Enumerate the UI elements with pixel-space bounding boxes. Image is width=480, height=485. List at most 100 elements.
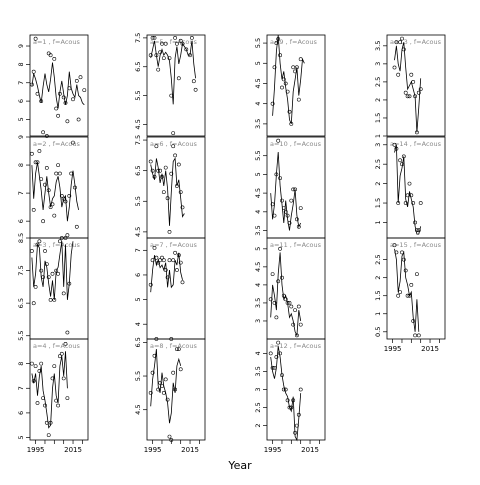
- data-point: [29, 82, 34, 87]
- data-point: [46, 51, 51, 56]
- data-point: [281, 77, 286, 82]
- data-point: [291, 322, 296, 327]
- y-tick-label: 2: [374, 276, 382, 280]
- data-point: [189, 36, 194, 40]
- data-point: [291, 187, 296, 192]
- data-point: [396, 201, 401, 205]
- data-point: [276, 340, 281, 345]
- x-tick-label: 1995: [27, 446, 45, 454]
- data-point: [272, 365, 277, 370]
- data-point: [409, 282, 414, 287]
- data-point: [52, 364, 57, 369]
- data-point: [287, 109, 292, 114]
- data-point: [398, 40, 403, 45]
- data-point: [287, 221, 292, 225]
- y-tick-label: 6.5: [134, 62, 142, 72]
- data-point: [50, 376, 55, 381]
- panel-frame: [266, 34, 326, 137]
- data-point: [31, 207, 36, 212]
- data-point: [35, 401, 40, 405]
- data-point: [270, 101, 275, 106]
- data-point: [293, 308, 298, 313]
- y-tick-label: 9: [17, 44, 25, 48]
- data-point: [401, 154, 406, 159]
- y-tick-label: 1.5: [374, 291, 382, 301]
- data-point: [58, 354, 62, 359]
- data-point: [165, 275, 170, 280]
- data-point: [407, 94, 412, 99]
- y-tick-label: 1.5: [374, 113, 382, 123]
- panel-frame: [29, 34, 89, 137]
- data-point: [150, 168, 155, 173]
- data-point: [416, 333, 421, 338]
- data-point: [289, 405, 294, 410]
- data-point: [180, 205, 185, 210]
- data-point: [54, 268, 59, 273]
- panel-label: a=4 , f=Acous: [33, 342, 81, 350]
- data-point: [278, 176, 283, 181]
- y-tick-label: 2.5: [254, 402, 262, 412]
- data-point: [61, 291, 66, 296]
- data-point: [154, 144, 159, 149]
- y-tick-label: 7: [17, 386, 25, 390]
- y-tick-label: 4: [254, 210, 262, 214]
- y-tick-label: 3.5: [254, 225, 262, 235]
- data-point: [148, 159, 153, 164]
- panel-7: a=10 , f=Acous 3.5 4 4.5 5 5.5: [254, 136, 326, 239]
- data-point: [278, 351, 283, 356]
- y-tick-label: 8.5: [17, 233, 25, 243]
- data-point: [69, 171, 74, 176]
- y-tick-label: 3.5: [374, 41, 382, 51]
- data-point: [156, 67, 161, 72]
- data-point: [285, 213, 290, 218]
- data-point: [283, 209, 288, 214]
- data-point: [411, 201, 416, 205]
- data-point: [58, 239, 62, 244]
- data-point: [43, 403, 47, 408]
- panel-frame: [29, 237, 89, 340]
- data-point: [409, 193, 414, 198]
- y-tick-label: 5: [254, 247, 262, 251]
- y-tick-label: 7: [17, 81, 25, 85]
- panel-label: a=6 , f=Acous: [150, 140, 198, 148]
- data-point: [37, 149, 42, 153]
- data-point: [39, 268, 44, 273]
- y-tick-label: 4: [254, 351, 262, 355]
- panel-frame: [146, 34, 206, 137]
- data-point: [44, 134, 49, 138]
- y-tick-label: 7: [134, 248, 142, 252]
- y-tick-label: 2.5: [374, 77, 382, 87]
- y-tick-label: 6: [17, 99, 25, 103]
- data-point: [148, 282, 153, 287]
- data-point: [294, 423, 299, 428]
- data-point: [180, 280, 185, 285]
- data-point: [405, 193, 410, 198]
- y-tick-label: 6: [17, 219, 25, 223]
- data-point: [414, 130, 419, 135]
- panel-label: a=9 , f=Acous: [270, 38, 318, 46]
- data-point: [41, 130, 46, 135]
- data-point: [274, 315, 279, 320]
- data-point: [35, 160, 40, 165]
- panel-4: a=13 , f=Acous 1 1.5 2 2.5 3 3.5: [374, 34, 446, 138]
- panel-frame: [386, 237, 446, 340]
- data-point: [154, 53, 159, 58]
- y-tick-label: 4.5: [254, 188, 262, 198]
- data-point: [76, 117, 81, 122]
- panel-12: a=15 , f=Acous 0.5 1 1.5 2 2.5 1995 2015: [374, 237, 446, 353]
- panel-frame: [386, 34, 446, 137]
- data-point: [58, 91, 62, 96]
- y-tick-label: 1: [374, 220, 382, 224]
- data-point: [29, 151, 34, 156]
- data-point: [169, 93, 174, 98]
- data-point: [65, 330, 70, 335]
- data-point: [411, 319, 416, 323]
- x-tick-label: 2015: [421, 345, 439, 353]
- data-point: [167, 258, 172, 263]
- series-line: [150, 157, 185, 226]
- data-point: [44, 420, 49, 425]
- data-point: [73, 185, 77, 190]
- data-point: [43, 182, 47, 187]
- data-point: [278, 246, 283, 251]
